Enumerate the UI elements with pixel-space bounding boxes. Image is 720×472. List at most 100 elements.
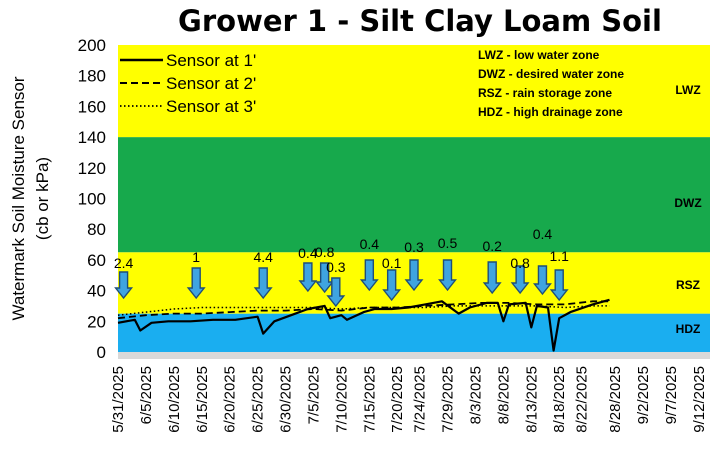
x-tick-8-3-2025: 8/3/2025 (467, 366, 484, 424)
rain-label-7: 0.4 (360, 236, 380, 252)
y-tick-40: 40 (87, 282, 106, 301)
rain-arrow-4 (298, 262, 318, 293)
rain-label-3: 4.4 (253, 249, 273, 265)
legend-label-sensor-at-2: Sensor at 2' (166, 74, 256, 93)
rain-marker-9: 0.3 (404, 239, 424, 292)
x-axis-band (118, 352, 710, 359)
zone-definition-1: LWZ - low water zone (478, 48, 600, 62)
x-tick-6-15-2025: 6/15/2025 (194, 366, 211, 433)
series-lines (117, 298, 610, 352)
rain-arrow-3 (253, 267, 273, 300)
rain-markers: 2.4 1 4.4 0.40.80.30.40.10.3 0.5 0.20.80.41.1 (114, 226, 569, 308)
zone-tag-hdz: HDZ (676, 322, 701, 336)
x-tick-9-2-2025: 9/2/2025 (635, 366, 652, 424)
zone-definitions: LWZ - low water zone DWZ - desired water … (478, 48, 624, 119)
x-tick-9-12-2025: 9/12/2025 (691, 366, 708, 433)
x-tick-6-10-2025: 6/10/2025 (166, 366, 183, 433)
rain-arrow-12 (510, 265, 530, 295)
series-line-sensor-at-1 (117, 298, 610, 352)
rain-label-14: 1.1 (549, 248, 569, 264)
rain-marker-8: 0.1 (382, 255, 402, 302)
rain-marker-1: 2.4 (114, 255, 134, 300)
rain-marker-2: 1 (186, 249, 206, 300)
zone-definition-4: HDZ - high drainage zone (478, 105, 623, 119)
y-tick-200: 200 (78, 36, 106, 55)
zone-band-lwz (118, 45, 710, 138)
y-axis-label-line-1: Watermark Soil Moisture Sensor (9, 76, 28, 320)
rain-label-5: 0.8 (315, 244, 335, 260)
x-tick-8-18-2025: 8/18/2025 (551, 366, 568, 433)
rain-arrow-11 (482, 261, 502, 295)
rain-label-4: 0.4 (298, 245, 318, 261)
x-tick-7-24-2025: 7/24/2025 (412, 366, 429, 433)
x-tick-7-20-2025: 7/20/2025 (389, 366, 406, 433)
x-tick-6-5-2025: 6/5/2025 (138, 366, 155, 424)
x-tick-8-13-2025: 8/13/2025 (523, 366, 540, 433)
x-tick-8-28-2025: 8/28/2025 (607, 366, 624, 433)
chart-title: Grower 1 - Silt Clay Loam Soil (178, 4, 662, 38)
series-line-sensor-at-3 (117, 305, 610, 316)
y-tick-80: 80 (87, 220, 106, 239)
rain-label-1: 2.4 (114, 255, 134, 271)
x-tick-8-8-2025: 8/8/2025 (495, 366, 512, 424)
y-tick-180: 180 (78, 67, 106, 86)
x-tick-labels: 5/31/2025 6/5/2025 6/10/2025 6/15/2025 6/20/… (110, 366, 708, 433)
y-tick-140: 140 (78, 128, 106, 147)
y-tick-0: 0 (97, 343, 106, 362)
zone-band-dwz (118, 137, 710, 253)
rain-arrow-13 (532, 265, 552, 296)
rain-arrow-8 (382, 269, 402, 302)
zone-tags: HDZ RSZ DWZ LWZ (674, 83, 701, 336)
x-tick-6-25-2025: 6/25/2025 (250, 366, 267, 433)
x-tick-7-15-2025: 7/15/2025 (361, 366, 378, 433)
rain-marker-12: 0.8 (510, 255, 530, 295)
y-tick-20: 20 (87, 312, 106, 331)
rain-marker-10: 0.5 (438, 235, 458, 292)
legend: Sensor at 1' Sensor at 2' Sensor at 3' (120, 51, 256, 116)
x-tick-6-20-2025: 6/20/2025 (222, 366, 239, 433)
legend-label-sensor-at-3: Sensor at 3' (166, 97, 256, 116)
y-axis-label-line-2: (cb or kPa) (33, 157, 52, 240)
zone-definition-3: RSZ - rain storage zone (478, 86, 612, 100)
rain-marker-6: 0.3 (326, 259, 346, 308)
rain-arrow-5 (315, 262, 335, 294)
y-tick-60: 60 (87, 251, 106, 270)
rain-arrow-14 (549, 269, 569, 302)
x-tick-7-10-2025: 7/10/2025 (333, 366, 350, 433)
rain-arrow-2 (186, 267, 206, 300)
rain-label-12: 0.8 (510, 255, 530, 271)
rain-marker-13: 0.4 (532, 226, 552, 296)
rain-arrow-6 (326, 277, 346, 308)
zone-definition-2: DWZ - desired water zone (478, 67, 624, 81)
rain-label-6: 0.3 (326, 259, 346, 275)
x-tick-6-30-2025: 6/30/2025 (278, 366, 295, 433)
x-tick-7-29-2025: 7/29/2025 (440, 366, 457, 433)
x-tick-8-22-2025: 8/22/2025 (574, 366, 591, 433)
y-axis-label: Watermark Soil Moisture Sensor (cb or kPa… (9, 76, 52, 320)
rain-arrow-7 (359, 259, 379, 292)
rain-label-9: 0.3 (404, 239, 424, 255)
rain-marker-7: 0.4 (359, 236, 380, 292)
rain-label-11: 0.2 (482, 238, 502, 254)
x-tick-5-31-2025: 5/31/2025 (110, 366, 127, 433)
x-axis-strip (118, 352, 710, 359)
legend-label-sensor-at-1: Sensor at 1' (166, 51, 256, 70)
rain-label-2: 1 (192, 249, 200, 265)
y-tick-120: 120 (78, 159, 106, 178)
y-tick-labels: 0 20 40 60 80 100 120 140 160 180 200 (78, 36, 106, 362)
series-line-sensor-at-2 (117, 300, 610, 320)
rain-label-8: 0.1 (382, 255, 402, 271)
y-tick-100: 100 (78, 190, 106, 209)
rain-arrow-10 (438, 259, 457, 292)
rain-marker-5: 0.8 (315, 244, 335, 294)
rain-label-10: 0.5 (438, 235, 458, 251)
rain-marker-11: 0.2 (482, 238, 502, 295)
rain-arrow-1 (114, 271, 134, 300)
zone-tag-lwz: LWZ (675, 83, 700, 97)
rain-arrow-9 (404, 259, 424, 292)
y-tick-160: 160 (78, 97, 106, 116)
zone-tag-rsz: RSZ (676, 278, 700, 292)
x-tick-9-7-2025: 9/7/2025 (663, 366, 680, 424)
rain-marker-14: 1.1 (549, 248, 569, 302)
